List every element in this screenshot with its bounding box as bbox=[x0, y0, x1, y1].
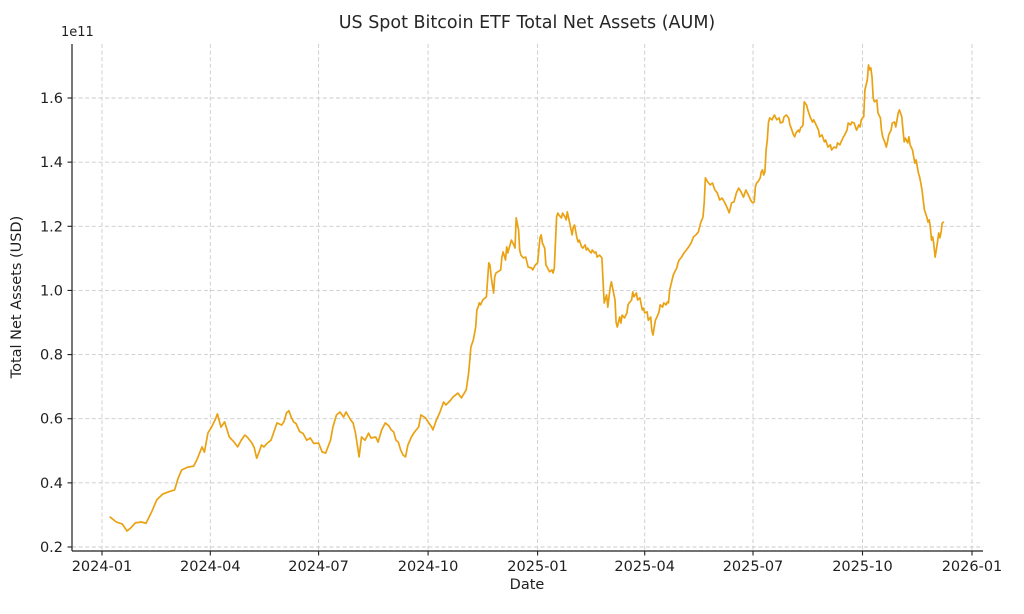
y-tick-label: 1.0 bbox=[40, 283, 63, 299]
x-tick-label: 2024-04 bbox=[180, 559, 241, 575]
x-tick-label: 2025-01 bbox=[507, 559, 568, 575]
series-layer bbox=[109, 64, 945, 532]
y-axis-offset-label: 1e11 bbox=[61, 25, 94, 40]
y-tick-label: 1.2 bbox=[40, 219, 63, 235]
chart-title: US Spot Bitcoin ETF Total Net Assets (AU… bbox=[339, 13, 716, 33]
x-tick-label: 2025-04 bbox=[614, 559, 675, 575]
x-tick-label: 2025-10 bbox=[832, 559, 893, 575]
y-axis-label: Total Net Assets (USD) bbox=[9, 216, 25, 380]
y-tick-label: 0.6 bbox=[40, 412, 63, 428]
x-axis-label: Date bbox=[510, 577, 545, 593]
x-tick-label: 2024-01 bbox=[72, 559, 133, 575]
axis-layer: 2024-01 2024-04 2024-07 2024-10 2025-01 2025-… bbox=[40, 44, 1002, 575]
y-tick-label: 1.4 bbox=[40, 155, 63, 171]
x-tick-label: 2025-07 bbox=[723, 559, 784, 575]
aum-series-line bbox=[109, 64, 945, 532]
grid-layer bbox=[72, 44, 983, 551]
x-tick-label: 2024-10 bbox=[398, 559, 459, 575]
y-tick-label: 0.2 bbox=[40, 540, 63, 556]
y-tick-label: 1.6 bbox=[40, 91, 63, 107]
x-tick-label: 2024-07 bbox=[288, 559, 349, 575]
x-tick-label: 2026-01 bbox=[942, 559, 1003, 575]
y-tick-label: 0.8 bbox=[40, 348, 63, 364]
y-tick-label: 0.4 bbox=[40, 476, 63, 492]
